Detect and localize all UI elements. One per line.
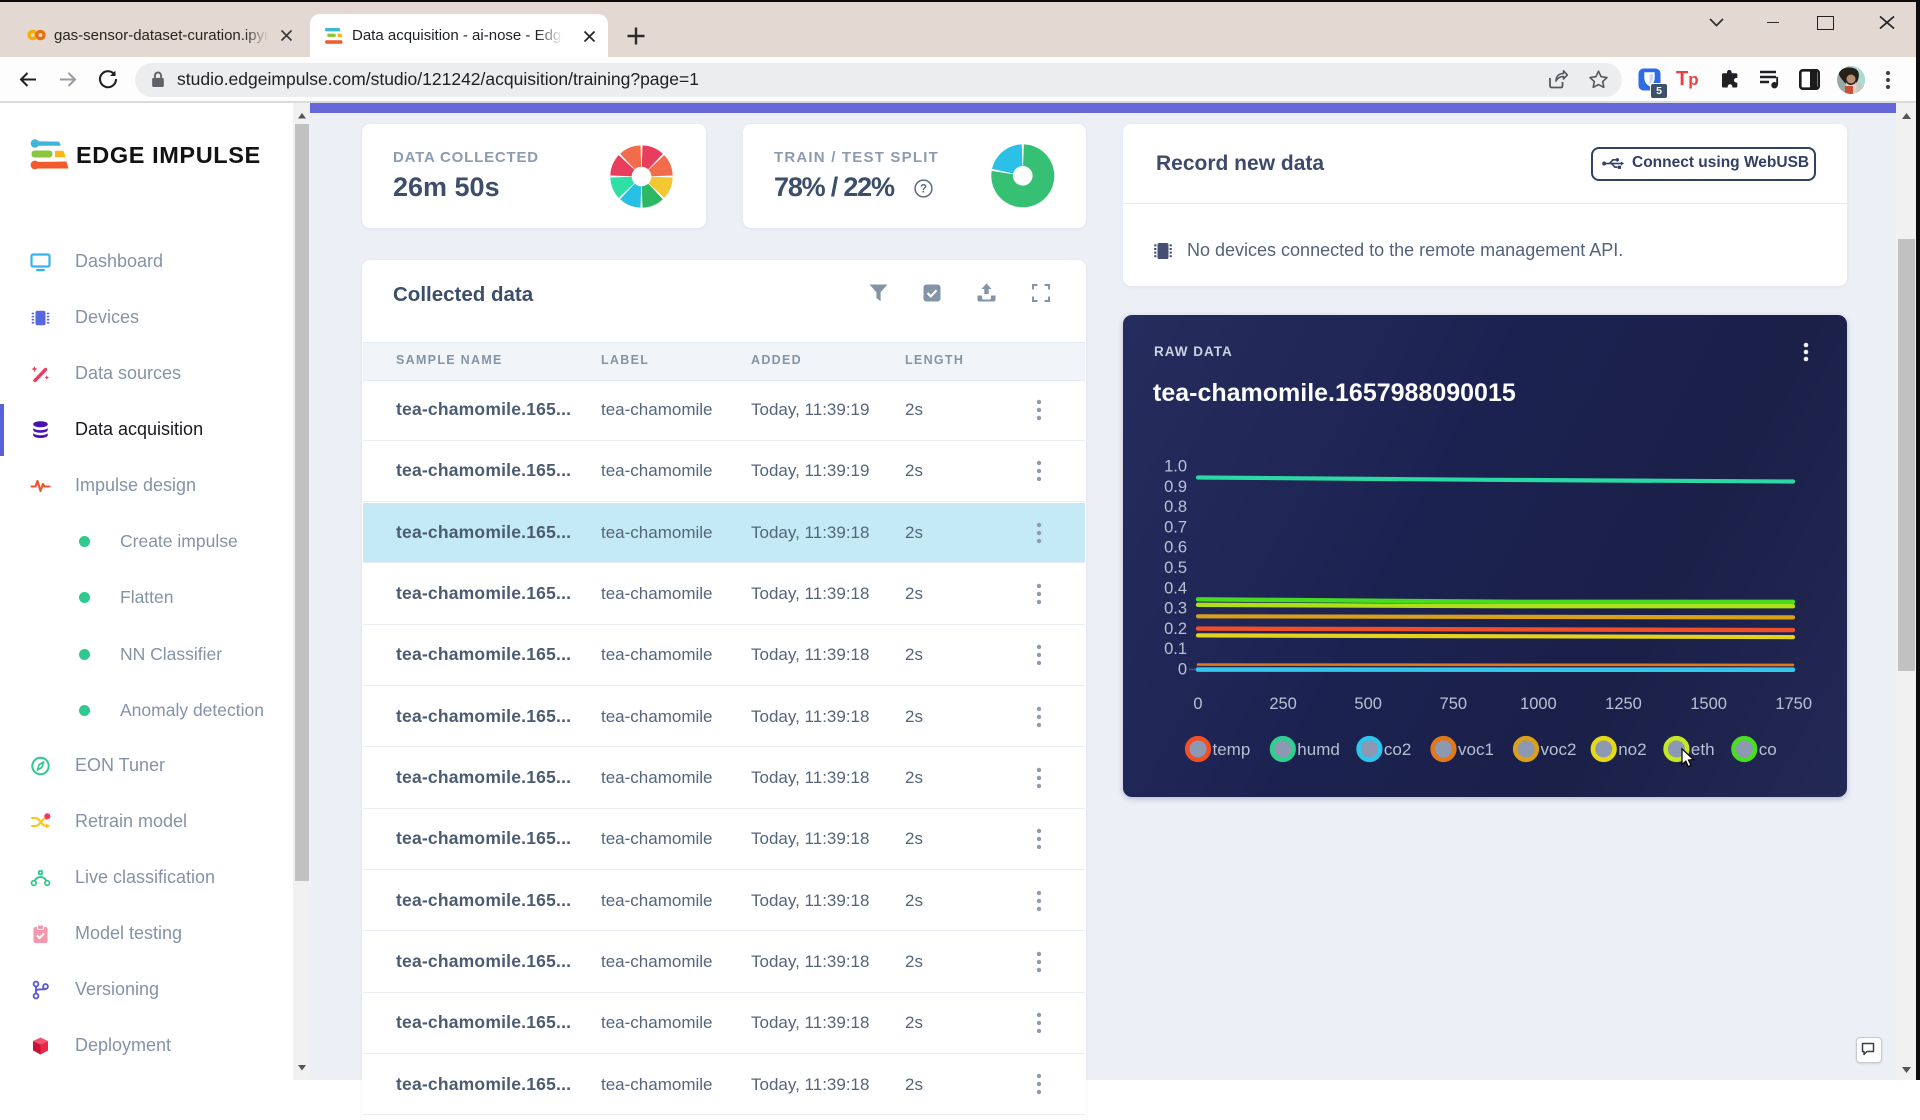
svg-text:0.9: 0.9 (1164, 478, 1187, 496)
svg-text:750: 750 (1440, 695, 1468, 713)
svg-text:1500: 1500 (1690, 695, 1727, 713)
svg-text:0: 0 (1178, 661, 1187, 679)
svg-text:?: ? (920, 184, 927, 196)
svg-text:RAW DATA: RAW DATA (1154, 344, 1233, 359)
svg-text:1750: 1750 (1775, 695, 1812, 713)
svg-text:eth: eth (1691, 740, 1715, 759)
svg-text:1250: 1250 (1605, 695, 1642, 713)
svg-text:tea-chamomile.1657988090015: tea-chamomile.1657988090015 (1153, 379, 1516, 407)
svg-text:0.1: 0.1 (1164, 640, 1187, 658)
svg-text:0.5: 0.5 (1164, 559, 1187, 577)
svg-text:500: 500 (1354, 695, 1382, 713)
svg-text:temp: temp (1213, 740, 1251, 759)
svg-text:1000: 1000 (1520, 695, 1557, 713)
svg-text:0.4: 0.4 (1164, 579, 1187, 597)
svg-text:co2: co2 (1384, 740, 1411, 759)
svg-text:humd: humd (1297, 740, 1340, 759)
svg-text:0: 0 (1193, 695, 1202, 713)
svg-text:0.8: 0.8 (1164, 498, 1187, 516)
svg-text:0.3: 0.3 (1164, 600, 1187, 618)
svg-text:1.0: 1.0 (1164, 458, 1187, 476)
svg-text:co: co (1759, 740, 1777, 759)
svg-text:no2: no2 (1618, 740, 1646, 759)
svg-text:voc1: voc1 (1458, 740, 1494, 759)
svg-text:0.6: 0.6 (1164, 539, 1187, 557)
svg-text:250: 250 (1269, 695, 1297, 713)
svg-text:0.2: 0.2 (1164, 620, 1187, 638)
svg-text:0.7: 0.7 (1164, 518, 1187, 536)
svg-text:voc2: voc2 (1541, 740, 1577, 759)
